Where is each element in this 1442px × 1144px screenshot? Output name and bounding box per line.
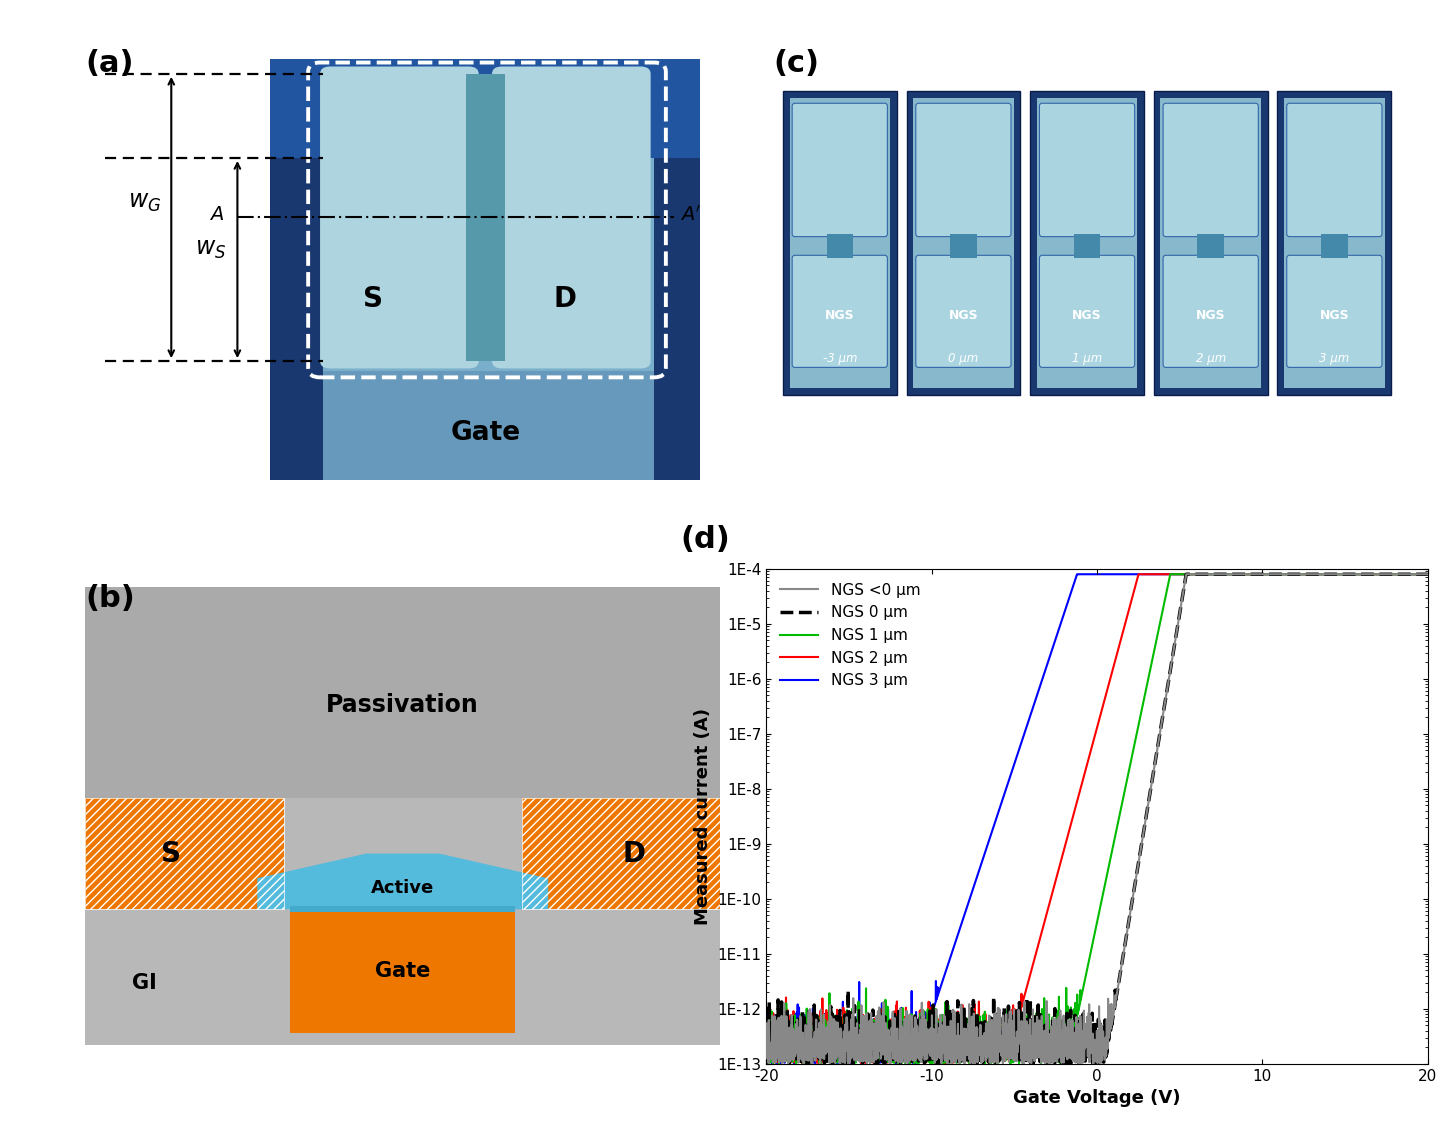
Text: Passivation: Passivation	[326, 693, 479, 717]
FancyBboxPatch shape	[1164, 103, 1259, 237]
Text: -3 μm: -3 μm	[822, 352, 857, 365]
Bar	[790, 98, 890, 388]
Bar	[522, 797, 720, 909]
Bar	[85, 797, 284, 909]
FancyBboxPatch shape	[916, 103, 1011, 237]
X-axis label: Gate Voltage (V): Gate Voltage (V)	[1014, 1089, 1181, 1107]
FancyBboxPatch shape	[1286, 255, 1381, 367]
Text: S: S	[162, 840, 182, 867]
FancyBboxPatch shape	[1040, 103, 1135, 237]
Bar	[290, 906, 515, 912]
Text: (d): (d)	[681, 525, 730, 554]
Bar	[323, 371, 655, 479]
Text: NGS: NGS	[1073, 309, 1102, 323]
FancyBboxPatch shape	[320, 66, 479, 368]
Text: NGS: NGS	[1319, 309, 1350, 323]
Bar	[907, 90, 1021, 395]
Text: NGS: NGS	[1195, 309, 1226, 323]
Bar	[323, 59, 655, 479]
Bar	[85, 797, 284, 909]
Text: $w_S$: $w_S$	[195, 237, 226, 261]
FancyBboxPatch shape	[792, 103, 887, 237]
Bar	[1030, 90, 1144, 395]
FancyBboxPatch shape	[1164, 255, 1259, 367]
Text: Gate: Gate	[450, 420, 521, 446]
Text: 3 μm: 3 μm	[1319, 352, 1350, 365]
Text: S: S	[363, 285, 384, 312]
Bar	[85, 588, 720, 797]
Polygon shape	[257, 853, 548, 909]
Text: D: D	[554, 285, 577, 312]
Text: 0 μm: 0 μm	[949, 352, 979, 365]
Bar	[1283, 98, 1384, 388]
Text: (c): (c)	[773, 49, 819, 78]
Bar	[1197, 233, 1224, 259]
Text: 2 μm: 2 μm	[1195, 352, 1226, 365]
Text: (b): (b)	[85, 583, 136, 613]
Text: Gate: Gate	[375, 961, 430, 982]
FancyBboxPatch shape	[1286, 103, 1381, 237]
Bar	[1154, 90, 1268, 395]
Bar	[522, 797, 720, 909]
Text: NGS: NGS	[949, 309, 978, 323]
Bar	[1321, 233, 1348, 259]
Text: $w_G$: $w_G$	[128, 190, 162, 214]
Bar	[1278, 90, 1392, 395]
Bar	[1074, 233, 1100, 259]
Text: $A'$: $A'$	[681, 205, 702, 225]
Bar	[913, 98, 1014, 388]
Bar	[290, 909, 515, 1033]
FancyBboxPatch shape	[916, 255, 1011, 367]
Bar	[1037, 98, 1138, 388]
FancyBboxPatch shape	[792, 255, 887, 367]
Bar	[271, 59, 701, 158]
FancyBboxPatch shape	[492, 66, 650, 368]
FancyBboxPatch shape	[1040, 255, 1135, 367]
Bar	[783, 90, 897, 395]
Text: (a): (a)	[85, 49, 134, 78]
Text: D: D	[623, 840, 646, 867]
Bar	[1161, 98, 1260, 388]
Bar	[466, 74, 505, 362]
Text: 1 μm: 1 μm	[1071, 352, 1102, 365]
Text: Active: Active	[371, 879, 434, 897]
Text: $A$: $A$	[209, 206, 224, 224]
Text: GI: GI	[133, 974, 157, 993]
Legend: NGS <0 μm, NGS 0 μm, NGS 1 μm, NGS 2 μm, NGS 3 μm: NGS <0 μm, NGS 0 μm, NGS 1 μm, NGS 2 μm,…	[774, 577, 926, 694]
Y-axis label: Measured current (A): Measured current (A)	[694, 708, 712, 924]
Bar	[826, 233, 854, 259]
Text: NGS: NGS	[825, 309, 855, 323]
Bar	[950, 233, 976, 259]
Bar	[271, 59, 701, 479]
